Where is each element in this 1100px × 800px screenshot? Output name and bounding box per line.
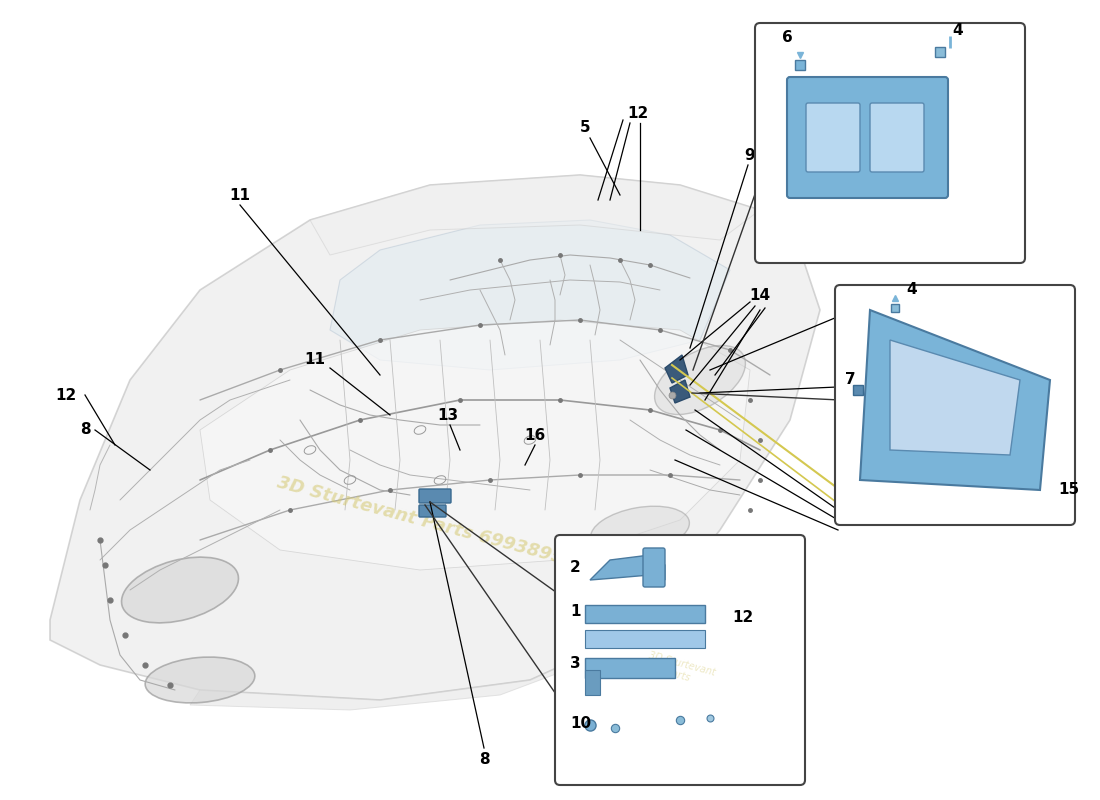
Text: 14: 14 — [749, 287, 771, 302]
Text: 3D Sturtevant: 3D Sturtevant — [921, 411, 990, 438]
FancyBboxPatch shape — [419, 489, 451, 503]
Polygon shape — [890, 340, 1020, 455]
Polygon shape — [666, 355, 688, 383]
Text: 8: 8 — [478, 753, 490, 767]
Polygon shape — [190, 630, 640, 710]
Text: 3D Sturtevant
Parts: 3D Sturtevant Parts — [644, 650, 716, 690]
Text: 4: 4 — [952, 23, 962, 38]
Ellipse shape — [121, 557, 239, 623]
Text: 10: 10 — [570, 716, 591, 731]
Text: 15: 15 — [1058, 482, 1079, 497]
FancyBboxPatch shape — [835, 285, 1075, 525]
Polygon shape — [590, 555, 666, 580]
Text: 16: 16 — [525, 427, 546, 442]
Text: 9: 9 — [955, 373, 966, 387]
Text: 6: 6 — [782, 30, 793, 45]
Polygon shape — [200, 320, 750, 570]
Bar — [585, 670, 600, 695]
Text: 3D Sturtevant Parts 6993895: 3D Sturtevant Parts 6993895 — [275, 473, 565, 567]
Text: 5: 5 — [580, 121, 591, 135]
FancyBboxPatch shape — [644, 548, 666, 587]
Text: 3D Sturtevant
Parts: 3D Sturtevant Parts — [849, 122, 931, 163]
Text: 11: 11 — [305, 353, 326, 367]
Text: 2: 2 — [570, 560, 581, 575]
Text: 9: 9 — [745, 147, 756, 162]
FancyBboxPatch shape — [870, 103, 924, 172]
Bar — [585, 605, 705, 623]
Bar — [585, 630, 705, 648]
FancyBboxPatch shape — [786, 77, 948, 198]
FancyBboxPatch shape — [419, 505, 446, 517]
Ellipse shape — [591, 506, 690, 554]
Text: 12: 12 — [880, 287, 901, 302]
Text: 7: 7 — [845, 372, 856, 387]
Text: 1: 1 — [570, 604, 581, 619]
Bar — [585, 658, 675, 678]
Polygon shape — [50, 175, 820, 700]
Polygon shape — [670, 380, 690, 403]
Polygon shape — [310, 175, 760, 255]
Polygon shape — [330, 220, 730, 370]
Text: 4: 4 — [906, 282, 916, 297]
FancyBboxPatch shape — [556, 535, 805, 785]
Text: 12: 12 — [732, 610, 754, 625]
Text: 12: 12 — [627, 106, 649, 121]
Text: 13: 13 — [438, 407, 459, 422]
Ellipse shape — [654, 346, 746, 414]
FancyBboxPatch shape — [806, 103, 860, 172]
Text: 3: 3 — [570, 656, 581, 671]
Text: 12: 12 — [840, 507, 861, 522]
Text: 11: 11 — [230, 187, 251, 202]
Ellipse shape — [145, 657, 255, 703]
FancyBboxPatch shape — [755, 23, 1025, 263]
Polygon shape — [860, 310, 1050, 490]
Text: 8: 8 — [80, 422, 90, 438]
Text: 12: 12 — [55, 387, 76, 402]
